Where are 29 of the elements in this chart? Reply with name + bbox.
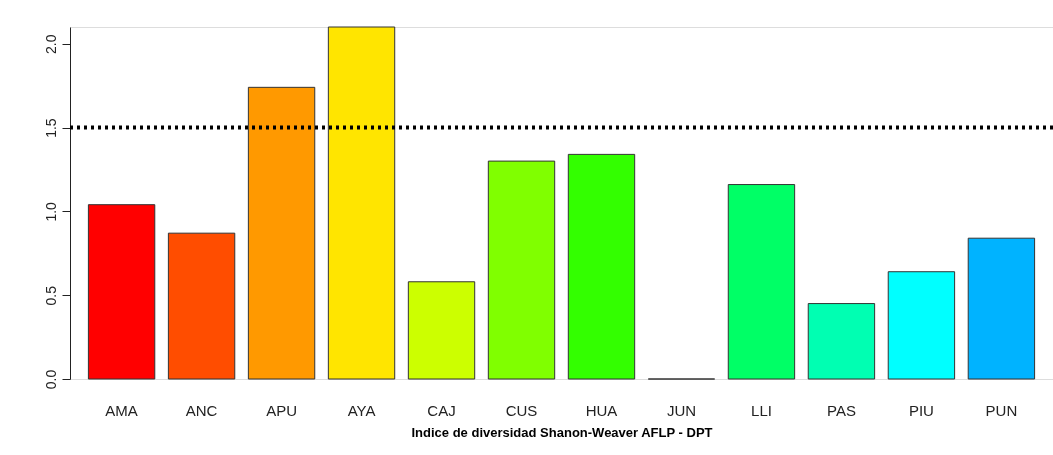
- x-tick-label: APU: [266, 401, 297, 419]
- x-tick-label: CUS: [505, 401, 538, 419]
- bar: [87, 204, 156, 380]
- bar: [727, 184, 796, 380]
- y-tick-label: 1.5: [42, 118, 59, 138]
- x-tick-label: JUN: [666, 401, 697, 419]
- bar: [407, 281, 476, 380]
- bar: [327, 26, 396, 380]
- x-tick-label: CAJ: [427, 401, 456, 419]
- x-tick-label: ANC: [185, 401, 218, 419]
- x-axis-title: Indice de diversidad Shanon-Weaver AFLP - DPT: [411, 424, 713, 440]
- y-tick-label: 1.0: [42, 201, 59, 222]
- x-tick-label: HUA: [585, 401, 618, 419]
- bar: [807, 303, 876, 380]
- y-tick-label: 0.0: [42, 369, 59, 390]
- x-tick-label: PIU: [908, 401, 934, 419]
- x-tick-label: PAS: [826, 401, 856, 419]
- bar: [567, 153, 636, 380]
- bar: [167, 232, 236, 380]
- x-tick-label: LLI: [751, 401, 772, 419]
- x-tick-label: PUN: [985, 401, 1018, 419]
- y-tick-label: 2.0: [42, 34, 59, 54]
- bar: [247, 86, 316, 380]
- bar: [887, 271, 956, 380]
- bar: [967, 237, 1036, 380]
- y-tick-label: 0.5: [42, 285, 59, 306]
- bar: [487, 160, 556, 380]
- x-tick-label: AMA: [105, 401, 138, 419]
- x-tick-label: AYA: [347, 401, 376, 419]
